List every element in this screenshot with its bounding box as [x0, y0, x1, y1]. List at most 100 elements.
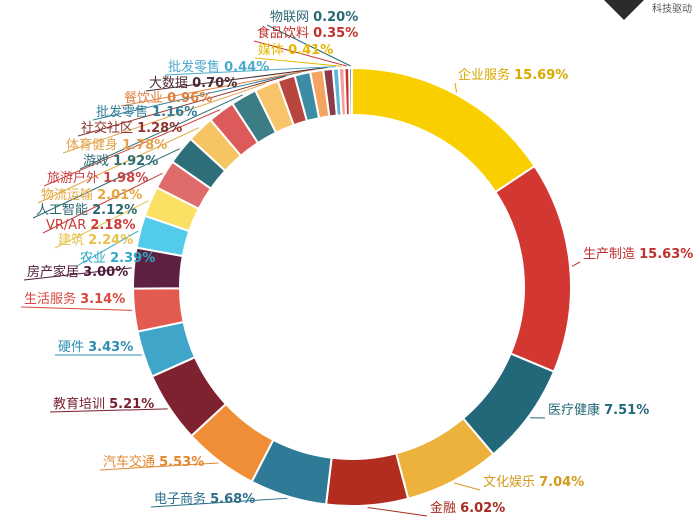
leader-line-18 [79, 94, 243, 170]
leader-line-11 [23, 267, 132, 281]
slice-category-13: 建筑 [58, 232, 88, 248]
slice-label-19: 体育健身 1.78% [66, 137, 167, 153]
slice-label-6: 电子商务 5.68% [154, 491, 255, 507]
slice-category-10: 生活服务 [24, 291, 80, 307]
slice-label-16: 物流运输 2.01% [41, 187, 142, 203]
leader-line-27 [266, 24, 351, 67]
slice-category-8: 教育培训 [53, 396, 109, 412]
slice-label-1: 企业服务 15.69% [458, 67, 568, 83]
leader-line-1 [454, 82, 458, 93]
slice-category-7: 汽车交通 [103, 454, 159, 470]
slice-category-24: 批发零售 [168, 59, 224, 75]
slice-label-14: VR/AR 2.18% [46, 218, 135, 233]
slice-percent-13: 2.24% [88, 233, 133, 248]
leader-line-25 [254, 57, 342, 67]
slice-percent-1: 15.69% [514, 68, 568, 83]
slice-label-10: 生活服务 3.14% [24, 291, 125, 307]
slice-label-17: 旅游户外 1.98% [47, 170, 148, 186]
leader-line-5 [367, 506, 428, 517]
slice-percent-18: 1.92% [113, 154, 158, 169]
slice-label-11: 房产家居 3.00% [27, 264, 128, 280]
leader-line-19 [62, 83, 266, 154]
leader-line-22 [120, 68, 317, 107]
slice-category-9: 硬件 [58, 340, 88, 355]
slice-5 [324, 452, 410, 507]
slice-percent-12: 2.39% [110, 251, 155, 266]
slice-label-25: 媒体 0.41% [258, 43, 333, 58]
leader-line-20 [77, 75, 286, 137]
slice-percent-7: 5.53% [159, 455, 204, 470]
slice-label-21: 批发零售 1.16% [96, 104, 197, 120]
slice-percent-25: 0.41% [288, 43, 333, 58]
leader-line-15 [32, 148, 180, 219]
slice-percent-11: 3.00% [83, 265, 128, 280]
slice-category-14: VR/AR [46, 218, 90, 233]
watermark-text: 科技驱动 [652, 4, 692, 15]
slice-label-7: 汽车交通 5.53% [103, 454, 204, 470]
slice-labels: 企业服务 15.69% 生产制造 15.63% 医疗健康 7.51% 文化娱乐 7.0… [24, 10, 693, 516]
slice-category-17: 旅游户外 [47, 170, 103, 186]
slice-percent-3: 7.51% [604, 403, 649, 418]
slice-category-25: 媒体 [258, 43, 288, 58]
slice-percent-19: 1.78% [122, 138, 167, 153]
slice-2 [494, 164, 572, 374]
leader-line-16 [37, 127, 200, 204]
slice-percent-26: 0.35% [313, 26, 358, 41]
slice-percent-21: 1.16% [152, 105, 197, 120]
leader-line-26 [253, 40, 347, 67]
slice-percent-16: 2.01% [97, 188, 142, 203]
slice-category-18: 游戏 [83, 154, 113, 169]
leader-line-12 [76, 230, 139, 267]
slice-category-4: 文化娱乐 [483, 475, 539, 490]
slice-1 [351, 66, 536, 194]
slice-category-27: 物联网 [270, 10, 313, 25]
slice-percent-22: 0.96% [167, 91, 212, 106]
slice-label-27: 物联网 0.20% [270, 10, 358, 25]
slice-category-5: 金融 [430, 500, 460, 516]
slice-label-8: 教育培训 5.21% [53, 396, 154, 412]
leader-line-23 [145, 66, 328, 92]
slice-label-20: 社交社区 1.28% [81, 120, 182, 136]
leader-line-24 [164, 66, 336, 76]
slice-category-23: 大数据 [149, 76, 192, 91]
slice-percent-20: 1.28% [137, 121, 182, 136]
slice-percent-23: 0.70% [192, 76, 237, 91]
slice-label-4: 文化娱乐 7.04% [483, 475, 584, 490]
leader-line-8 [49, 408, 168, 413]
slice-category-2: 生产制造 [583, 247, 639, 262]
slice-category-3: 医疗健康 [548, 402, 604, 418]
leader-line-7 [99, 462, 219, 471]
slice-label-9: 硬件 3.43% [58, 340, 133, 355]
leader-line-13 [54, 200, 149, 249]
slice-label-24: 批发零售 0.44% [168, 59, 269, 75]
slice-label-26: 食品饮料 0.35% [257, 25, 358, 41]
slice-category-1: 企业服务 [458, 67, 514, 83]
leader-line-2 [571, 261, 581, 267]
slice-percent-15: 2.12% [92, 203, 137, 218]
slice-label-12: 农业 2.39% [80, 251, 155, 266]
slice-percent-14: 2.18% [90, 218, 135, 233]
slice-27 [348, 66, 353, 117]
slice-percent-9: 3.43% [88, 340, 133, 355]
slice-percent-24: 0.44% [224, 60, 269, 75]
leader-line-21 [92, 71, 303, 121]
slice-category-12: 农业 [80, 251, 110, 266]
slice-category-11: 房产家居 [27, 264, 83, 280]
slice-percent-27: 0.20% [313, 10, 358, 25]
leader-lines [20, 24, 581, 517]
slice-category-19: 体育健身 [66, 137, 122, 153]
slice-category-26: 食品饮料 [257, 25, 313, 41]
leader-line-17 [43, 109, 221, 187]
slice-percent-6: 5.68% [210, 492, 255, 507]
slice-percent-4: 7.04% [539, 475, 584, 490]
slice-percent-17: 1.98% [103, 171, 148, 186]
slice-label-23: 大数据 0.70% [149, 76, 237, 91]
slice-category-6: 电子商务 [154, 491, 210, 507]
leader-line-4 [454, 482, 481, 491]
slice-percent-5: 6.02% [460, 501, 505, 516]
slice-label-3: 医疗健康 7.51% [548, 402, 649, 418]
slice-percent-10: 3.14% [80, 292, 125, 307]
donut-slices [131, 66, 572, 507]
